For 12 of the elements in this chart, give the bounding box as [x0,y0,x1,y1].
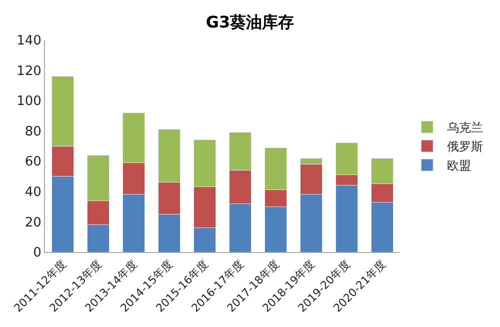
y-tick-label: 60 [24,154,42,170]
y-tick-label: 80 [24,124,42,140]
y-tick-label: 20 [24,215,42,230]
legend-label: 乌克兰 [447,120,484,135]
y-tick-label: 100 [16,94,42,110]
y-tick-label: 40 [24,184,42,200]
legend-label: 欧盟 [447,158,472,173]
y-tick-label: 0 [33,246,42,261]
y-tick-label: 120 [16,64,42,79]
chart-title: G3葵油库存 [206,12,294,32]
legend-label: 俄罗斯 [447,140,484,154]
y-tick-label: 140 [16,34,42,49]
